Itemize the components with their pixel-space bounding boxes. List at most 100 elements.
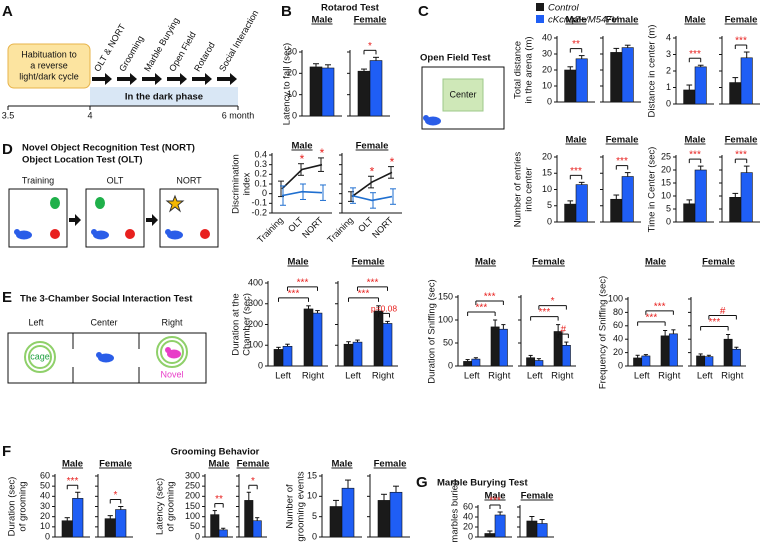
- bar: [536, 523, 548, 538]
- line-series: [351, 194, 393, 202]
- y-tick-label: 100: [438, 314, 453, 324]
- bar: [740, 57, 753, 105]
- dark-phase-label: In the dark phase: [125, 92, 203, 103]
- arrow: [92, 73, 112, 85]
- y-tick-label: 250: [185, 481, 200, 491]
- y-tick-label: 15: [307, 470, 317, 480]
- y-tick-label: 200: [248, 319, 263, 329]
- panel-letter: B: [281, 3, 292, 20]
- stage-label: OLT: [107, 175, 124, 185]
- bar: [357, 70, 371, 117]
- mouse-head: [91, 229, 97, 235]
- diagram-title: Open Field Test: [420, 53, 491, 64]
- significance-label: *: [320, 146, 325, 160]
- habituation-box: [7, 43, 91, 89]
- y-tick-label: 50: [40, 481, 50, 491]
- significance-label: ***: [689, 49, 701, 60]
- x-tick-label: Left: [345, 371, 361, 382]
- significance-label: #: [720, 306, 726, 317]
- test-label: Grooming: [117, 34, 145, 73]
- x-tick-label: Left: [527, 371, 543, 382]
- bar: [526, 520, 538, 538]
- bar: [694, 169, 707, 223]
- object: [95, 197, 105, 209]
- arrow: [117, 73, 137, 85]
- bar: [723, 338, 733, 367]
- y-axis-label: Discrimination: [231, 154, 242, 214]
- habituation-text: Habituation to: [21, 49, 77, 59]
- y-tick-label: 30: [287, 46, 297, 56]
- y-tick-label: 0: [195, 531, 200, 541]
- bar: [575, 58, 588, 103]
- mouse-head: [14, 229, 20, 235]
- significance-label: *: [300, 152, 305, 166]
- bar: [352, 341, 363, 367]
- mouse-icon: [423, 115, 441, 126]
- mouse-body: [425, 116, 441, 126]
- y-tick-label: 10: [542, 80, 552, 90]
- x-tick-label: Left: [275, 371, 291, 382]
- y-tick-label: 10: [307, 491, 317, 501]
- test-label: Social Interaction: [217, 8, 260, 73]
- habituation-text: a reverse: [30, 60, 68, 70]
- significance-label: ***: [358, 288, 370, 299]
- bar: [389, 491, 403, 538]
- facet-label: Female: [356, 141, 389, 152]
- x-tick-label: Training: [255, 215, 285, 245]
- mouse-body: [167, 230, 183, 240]
- facet-label: Male: [62, 459, 83, 470]
- y-tick-label: 50: [190, 521, 200, 531]
- facet-label: Male: [208, 459, 229, 470]
- y-tick-label: 1: [666, 82, 671, 92]
- bar: [373, 310, 384, 367]
- stage-label: NORT: [176, 175, 202, 185]
- y-tick-label: 50: [443, 337, 453, 347]
- bar: [610, 52, 623, 103]
- bar: [564, 203, 577, 223]
- mouse-body: [98, 353, 114, 363]
- y-axis-label: Number of entries: [513, 152, 524, 228]
- y-tick-label: -0.1: [251, 198, 267, 208]
- facet-label: Female: [237, 459, 270, 470]
- y-tick-label: -0.2: [251, 207, 267, 217]
- significance-label: *: [251, 476, 255, 487]
- y-tick-label: 0: [666, 216, 671, 226]
- arrow: [217, 73, 237, 85]
- bar: [321, 67, 335, 117]
- x-tick-label: Right: [302, 371, 325, 382]
- facet-label: Female: [606, 135, 639, 146]
- line-series: [281, 163, 323, 190]
- bar: [490, 326, 500, 367]
- facet-label: Male: [475, 257, 496, 268]
- panel-letter: C: [418, 3, 429, 20]
- bar: [641, 355, 651, 367]
- y-axis-label: grooming events: [296, 471, 307, 541]
- facet-label: Female: [725, 135, 758, 146]
- y-tick-label: 60: [613, 320, 623, 330]
- y-tick-label: 30: [542, 48, 552, 58]
- bar: [526, 357, 536, 367]
- object: [50, 229, 60, 239]
- y-tick-label: 10: [542, 184, 552, 194]
- bar: [341, 487, 355, 538]
- significance-label: ***: [570, 166, 582, 177]
- y-tick-label: 100: [185, 511, 200, 521]
- cage-inner: [160, 340, 184, 364]
- legend-swatch: [536, 15, 544, 23]
- y-tick-label: 60: [463, 501, 473, 511]
- object: [125, 229, 135, 239]
- facet-label: Female: [352, 257, 385, 268]
- x-tick-label: NORT: [300, 215, 325, 240]
- y-tick-label: 200: [185, 491, 200, 501]
- y-tick-label: 40: [40, 491, 50, 501]
- y-tick-label: 40: [542, 32, 552, 42]
- arena: [159, 188, 219, 248]
- y-tick-label: 100: [248, 340, 263, 350]
- x-tick-label: Left: [634, 371, 650, 382]
- x-tick-label: Right: [551, 371, 574, 382]
- panel-letter: G: [416, 474, 428, 491]
- x-tick-label: Training: [325, 215, 355, 245]
- facet-label: Male: [291, 141, 312, 152]
- bar: [309, 66, 323, 117]
- mouse-body: [93, 230, 109, 240]
